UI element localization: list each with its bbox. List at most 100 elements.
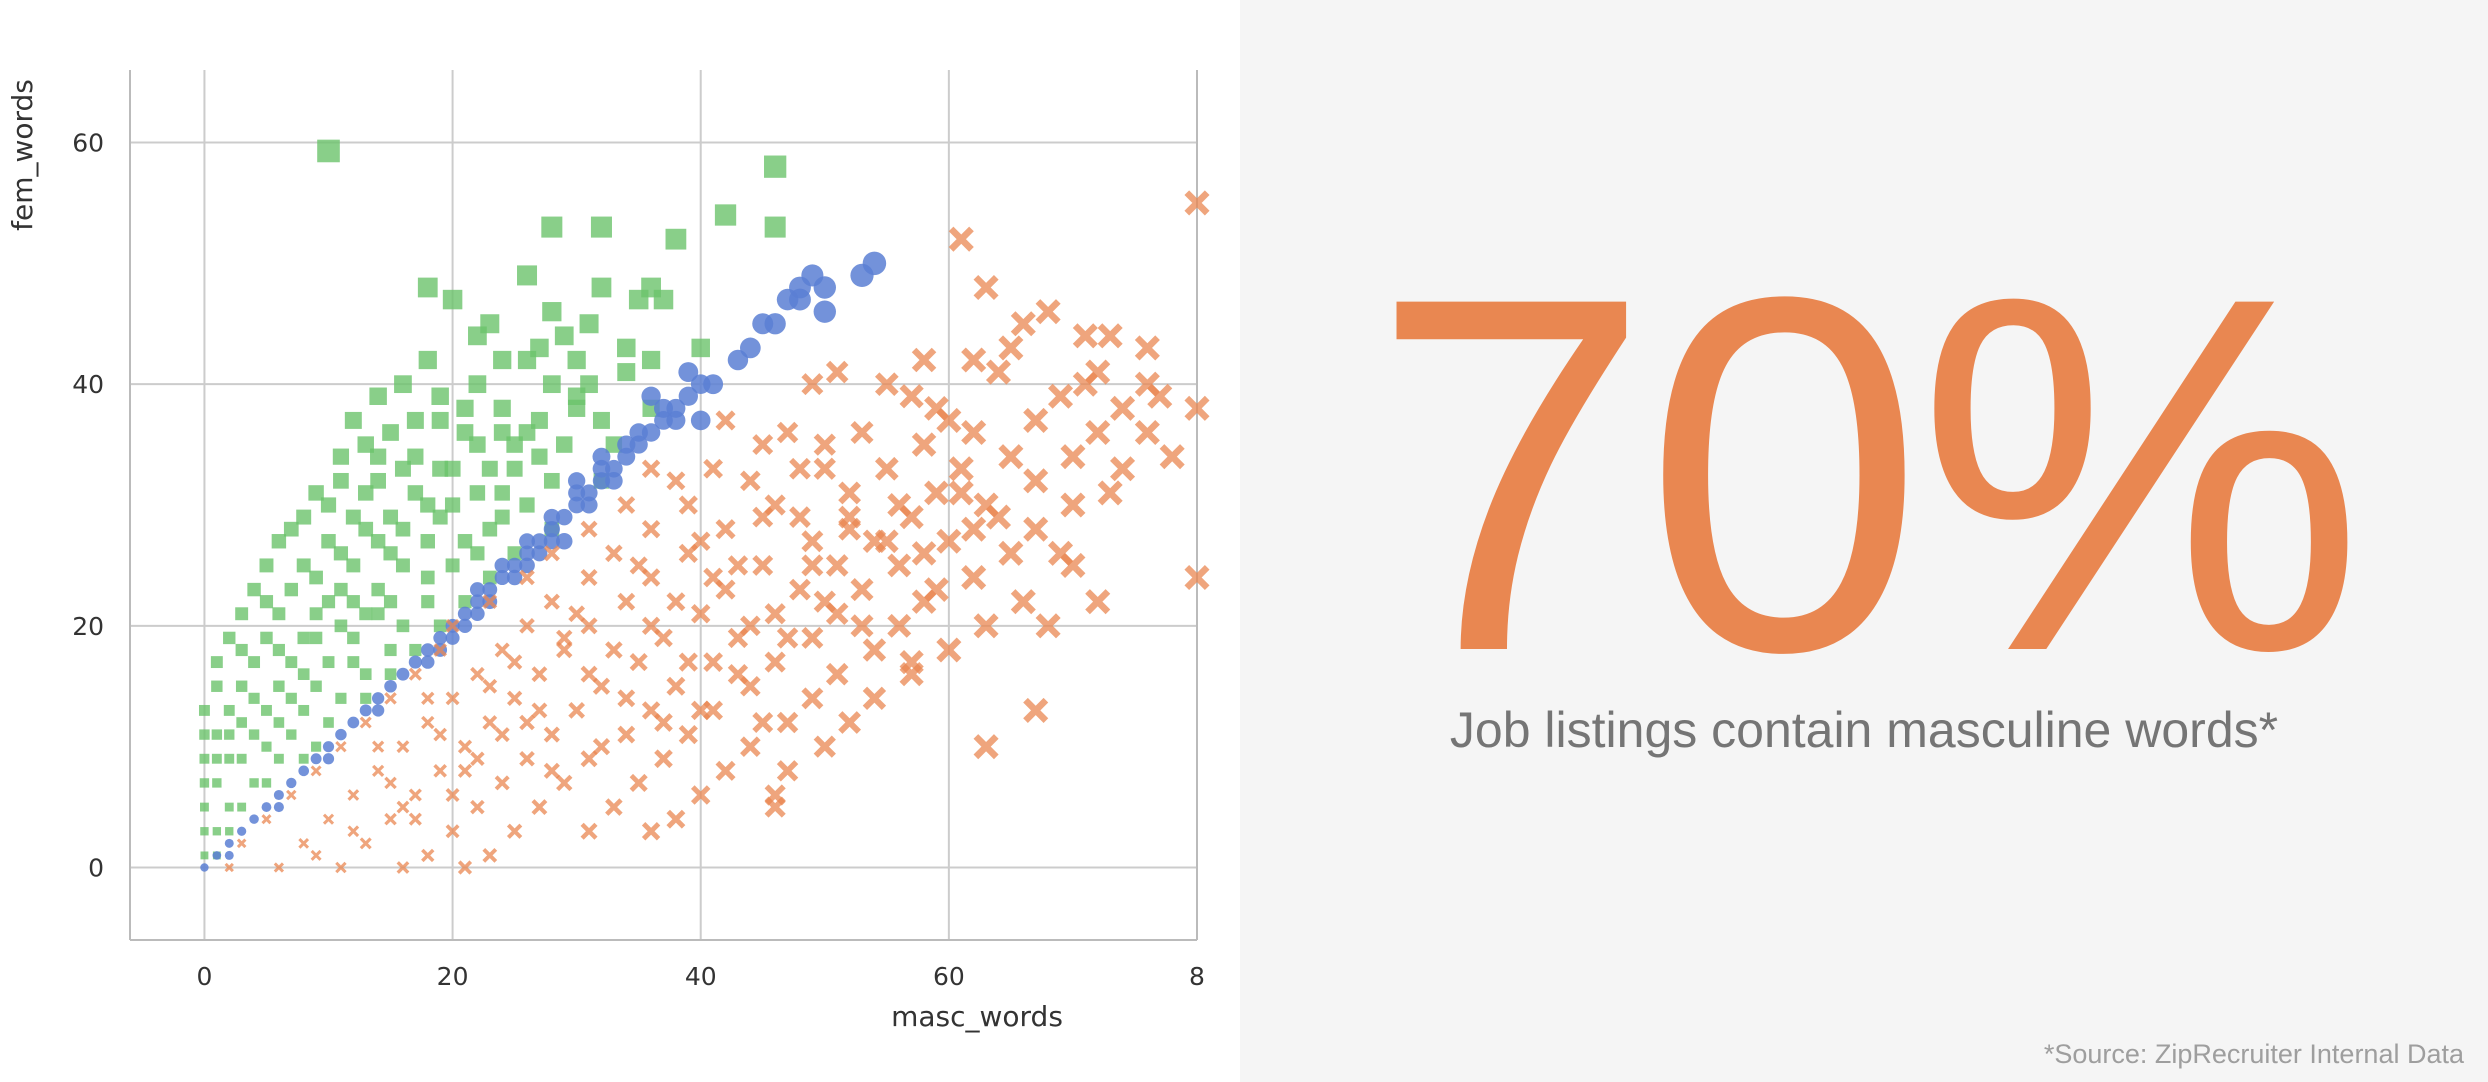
y-tick-label: 20 [72,612,104,641]
scatter-point-square [308,485,324,501]
scatter-point-circle [445,630,460,645]
scatter-point-x [433,643,447,657]
scatter-point-circle [261,802,272,812]
scatter-point-square [223,704,235,716]
scatter-point-square [382,424,399,441]
scatter-point-circle [801,264,824,287]
scatter-point-circle [298,765,310,777]
scatter-point-x [801,554,824,577]
scatter-point-x [727,664,749,685]
scatter-point-x [887,553,912,578]
scatter-point-x [752,434,774,456]
scatter-point-x [580,665,598,683]
scatter-point-x [531,702,548,719]
scatter-point-x [506,654,523,670]
scatter-point-circle [310,753,322,765]
scatter-point-square [360,692,372,704]
scatter-point-square [271,534,287,549]
scatter-point-x [543,545,560,562]
scatter-point-square [210,656,223,669]
scatter-point-x [874,456,899,481]
scatter-point-x [580,750,598,768]
scatter-point-x [948,456,974,482]
scatter-point-x [433,727,447,742]
scatter-point-circle [592,447,611,466]
scatter-point-circle [421,643,435,657]
scatter-point-square [225,827,234,836]
scatter-point-circle [653,398,674,418]
scatter-point-square [420,534,435,549]
scatter-point-circle [494,569,510,586]
scatter-point-circle [371,692,385,705]
scatter-point-square [764,155,787,178]
scatter-point-circle [519,533,536,550]
scatter-point-square [445,558,460,573]
scatter-point-square [259,558,274,573]
scatter-point-x [1060,552,1086,578]
scatter-point-x [1085,419,1111,446]
scatter-point-x [666,809,686,829]
scatter-point-x [961,564,987,591]
scatter-point-x [482,594,498,610]
scatter-point-x [641,459,661,478]
scatter-point-x [936,637,962,663]
scatter-point-square [249,778,259,788]
scatter-point-x [740,615,761,637]
scatter-point-square [469,436,486,453]
scatter-point-square [200,851,209,860]
y-tick-label: 60 [72,129,104,158]
scatter-point-circle [592,472,611,490]
scatter-point-x [740,470,761,492]
scatter-point-square [272,607,286,621]
scatter-point-circle [506,569,523,586]
scatter-point-square [347,656,360,669]
scatter-point-x [678,724,698,745]
scatter-point-square [420,497,436,513]
scatter-point-square [333,472,349,489]
scatter-point-x [605,798,623,816]
y-tick-label: 40 [72,370,104,399]
scatter-point-x [580,520,598,538]
scatter-point-square [420,570,435,585]
scatter-point-x [445,691,460,706]
scatter-point-square [482,521,498,537]
scatter-point-circle [408,655,422,669]
scatter-point-square [345,509,361,525]
scatter-point-circle [347,716,360,729]
scatter-point-square [322,656,335,669]
scatter-point-circle [605,459,623,478]
scatter-point-circle [396,667,410,681]
scatter-point-circle [470,594,485,609]
scatter-point-square [517,350,537,370]
scatter-point-circle [605,472,623,490]
scatter-point-x [801,530,824,553]
scatter-point-x [727,555,749,576]
scatter-point-square [418,350,437,370]
scatter-point-square [383,509,399,525]
scatter-point-square [261,778,272,788]
scatter-point-x [998,444,1024,470]
scatter-point-square [247,582,261,597]
scatter-point-circle [555,508,573,526]
scatter-point-x [752,506,774,528]
scatter-point-square [370,448,387,465]
x-tick-label: 60 [933,962,965,991]
scatter-point-x [1035,299,1061,325]
scatter-point-x [286,789,297,801]
scatter-point-x [506,823,523,839]
scatter-point-x [457,860,473,875]
scatter-point-square [395,558,410,573]
scatter-point-square [628,289,649,310]
scatter-point-x [433,764,447,778]
scatter-point-x [421,691,435,706]
scatter-point-x [1047,383,1074,409]
scatter-point-x [874,529,899,554]
scatter-point-square [283,521,299,537]
scatter-point-square [335,692,347,704]
scatter-point-square [468,375,487,394]
scatter-point-x [519,750,535,767]
scatter-point-x [850,420,874,445]
scatter-point-x [384,776,397,790]
scatter-point-circle [359,704,372,717]
scatter-point-x [973,613,999,639]
